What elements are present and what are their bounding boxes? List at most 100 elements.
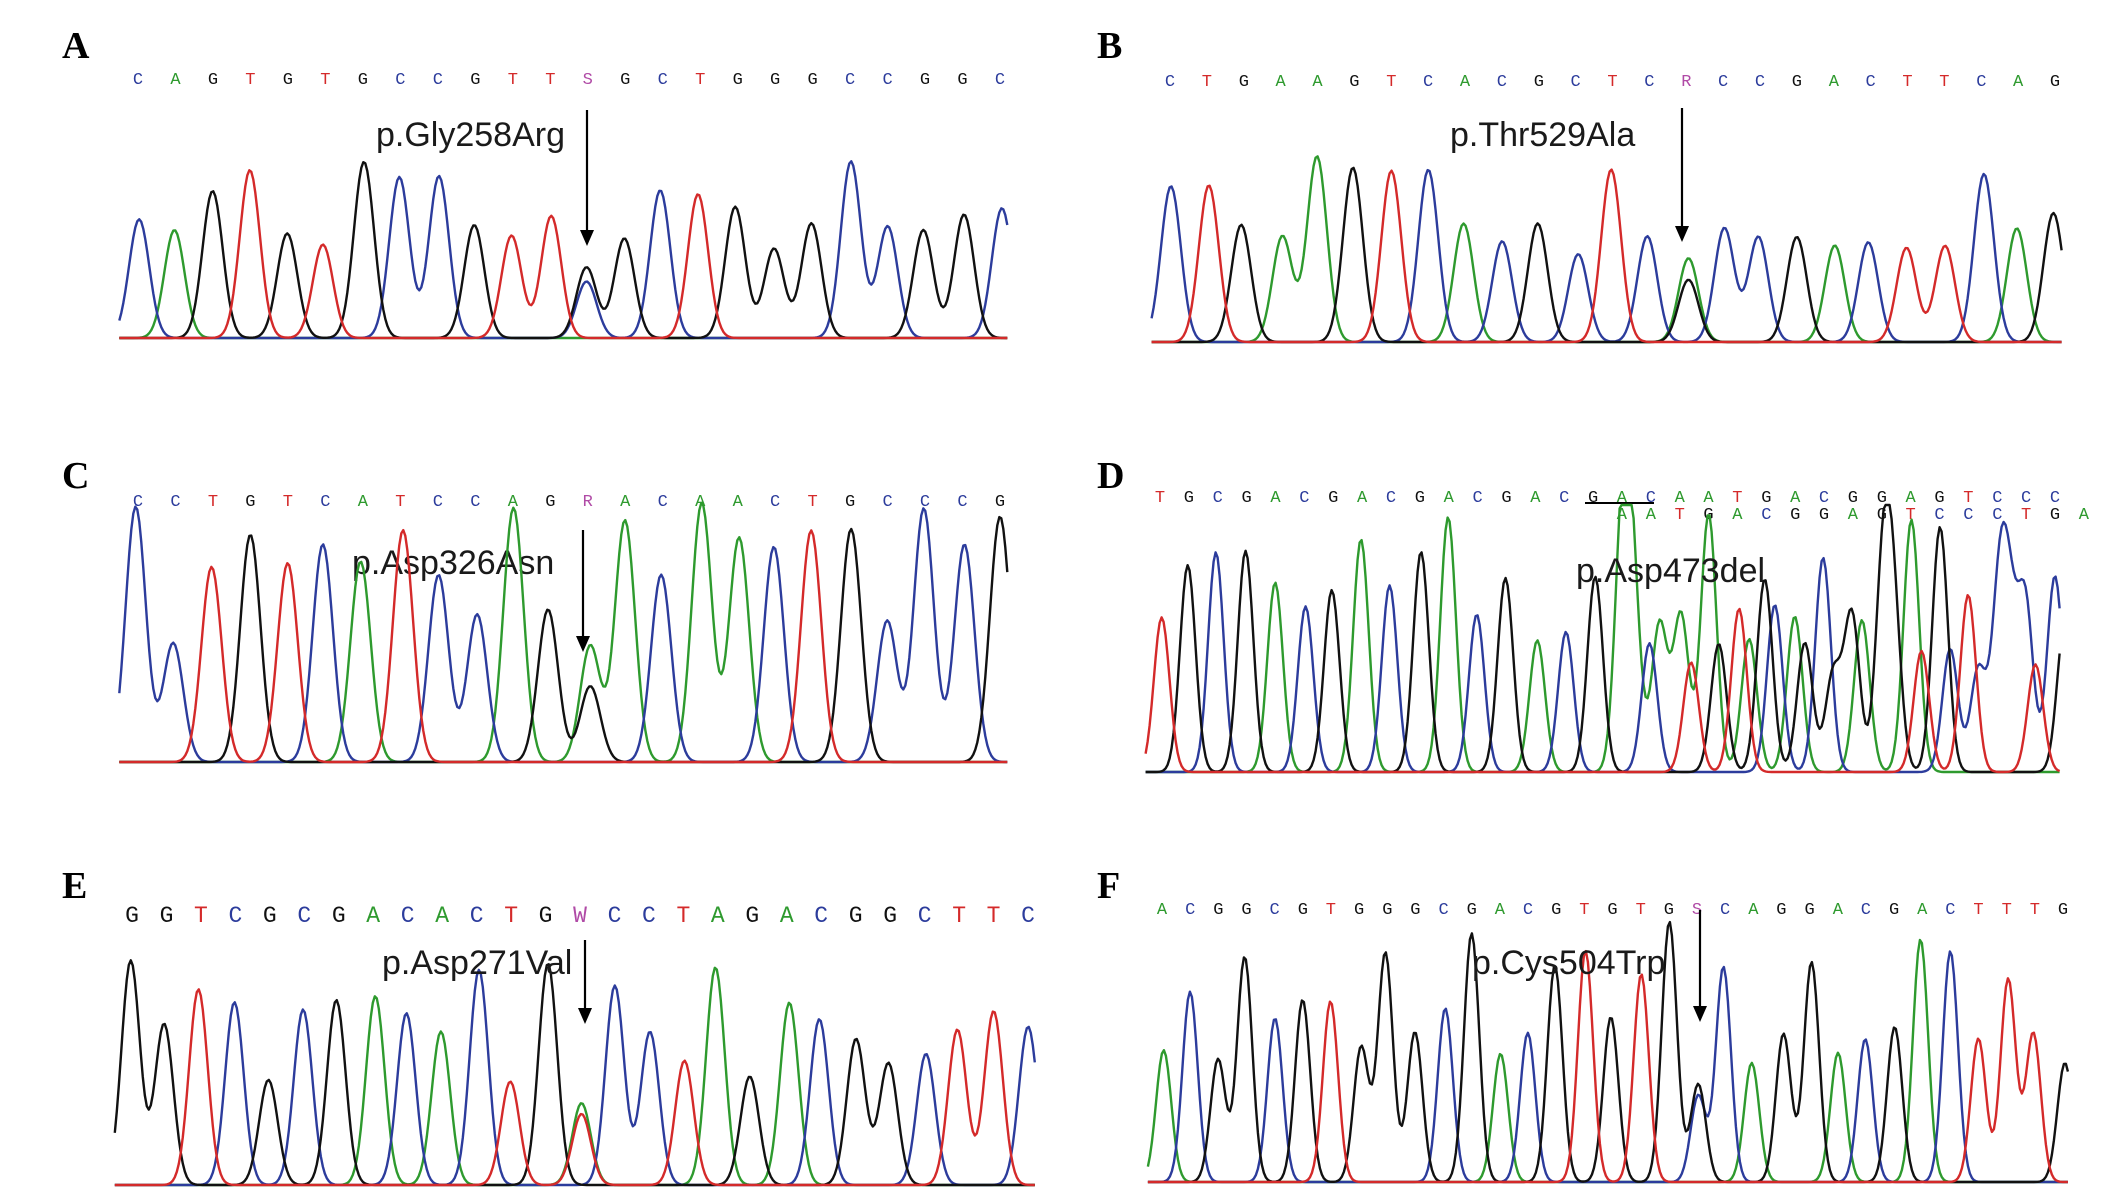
trace-t <box>119 169 1008 340</box>
base-call: C <box>608 903 622 929</box>
base-call: C <box>920 493 930 512</box>
base-call: G <box>1761 489 1771 508</box>
base-call: A <box>508 493 519 512</box>
base-call: G <box>1241 901 1251 920</box>
trace-g <box>119 515 1009 764</box>
base-call: A <box>1530 489 1541 508</box>
base-call: G <box>245 493 255 512</box>
panel-a: A C A G T G T G C C G T T S G C T G G G C C G G C p.Gly258Arg <box>62 25 1009 340</box>
base-call: T <box>807 493 817 512</box>
base-call: G <box>2050 73 2060 92</box>
base-call: G <box>1184 489 1194 508</box>
base-call: G <box>1877 489 1887 508</box>
trace-t <box>119 528 1008 764</box>
base-call: A <box>1790 489 1801 508</box>
base-call: C <box>133 493 143 512</box>
mutation-arrow-a <box>580 110 594 246</box>
base-call: A <box>1833 901 1844 920</box>
base-call: G <box>733 71 743 90</box>
base-call: G <box>1467 901 1477 920</box>
base-call: C <box>1646 489 1656 508</box>
base-call: T <box>320 71 330 90</box>
panel-b: B C T G A A G T C A C G C T C R C C G A C T T C A G p.Thr529Ala <box>1097 25 2063 344</box>
base-call-secondary: A <box>2079 506 2090 525</box>
base-call: T <box>695 71 705 90</box>
base-call: G <box>1415 489 1425 508</box>
base-call: G <box>849 903 863 929</box>
base-call: T <box>2002 901 2012 920</box>
trace-t <box>114 988 1035 1187</box>
base-call: T <box>1579 901 1589 920</box>
base-call: R <box>1681 73 1691 92</box>
base-call: C <box>642 903 656 929</box>
base-call: C <box>395 71 405 90</box>
base-call: C <box>1438 901 1448 920</box>
base-call: C <box>1720 901 1730 920</box>
mutation-label-f: p.Cys504Trp <box>1472 944 1665 982</box>
trace-t <box>1151 168 2062 344</box>
mutation-arrow-c <box>576 530 590 652</box>
base-call: C <box>228 903 242 929</box>
base-call: C <box>1213 489 1223 508</box>
base-call: T <box>1155 489 1165 508</box>
base-call: G <box>208 71 218 90</box>
base-call: W <box>573 903 587 929</box>
base-call: G <box>1410 901 1420 920</box>
base-call: G <box>845 493 855 512</box>
base-call-secondary: C <box>1934 506 1944 525</box>
base-call: T <box>504 903 518 929</box>
base-call: G <box>1934 489 1944 508</box>
base-call-secondary: A <box>1646 506 1657 525</box>
base-call: G <box>470 71 480 90</box>
base-call: G <box>620 71 630 90</box>
base-call: C <box>1165 73 1175 92</box>
base-call: G <box>1588 489 1598 508</box>
base-call: T <box>395 493 405 512</box>
base-call: C <box>1644 73 1654 92</box>
base-call: G <box>1239 73 1249 92</box>
base-call: G <box>332 903 346 929</box>
base-call: G <box>883 903 897 929</box>
base-call: C <box>133 71 143 90</box>
base-call: G <box>1241 489 1251 508</box>
base-call: C <box>320 493 330 512</box>
base-call: G <box>920 71 930 90</box>
base-call-secondary: G <box>2050 506 2060 525</box>
mutation-arrow-f <box>1693 910 1707 1022</box>
base-call: G <box>358 71 368 90</box>
mutation-label-c: p.Asp326Asn <box>352 544 554 582</box>
base-call-secondary: T <box>1675 506 1685 525</box>
base-call: C <box>1269 901 1279 920</box>
base-call: C <box>1865 73 1875 92</box>
base-call-secondary: A <box>1732 506 1743 525</box>
base-call: A <box>711 903 725 929</box>
base-call: A <box>1357 489 1368 508</box>
trace-t <box>1147 949 2068 1184</box>
panel-letter-e: E <box>62 865 87 907</box>
chromatogram-e <box>113 959 1036 1187</box>
base-call: T <box>245 71 255 90</box>
base-call: C <box>1559 489 1569 508</box>
base-call: C <box>1523 901 1533 920</box>
base-call: G <box>1354 901 1364 920</box>
base-call: A <box>2013 73 2024 92</box>
base-call: G <box>1298 901 1308 920</box>
trace-c <box>118 160 1009 340</box>
base-call-secondary: G <box>1819 506 1829 525</box>
base-call: G <box>1213 901 1223 920</box>
base-call: A <box>1617 489 1628 508</box>
panel-letter-a: A <box>62 25 90 67</box>
base-call: A <box>780 903 794 929</box>
base-call: C <box>882 71 892 90</box>
base-call: G <box>957 71 967 90</box>
base-call: T <box>508 71 518 90</box>
base-call: A <box>358 493 369 512</box>
base-call: A <box>1495 901 1506 920</box>
base-call: A <box>1917 901 1928 920</box>
